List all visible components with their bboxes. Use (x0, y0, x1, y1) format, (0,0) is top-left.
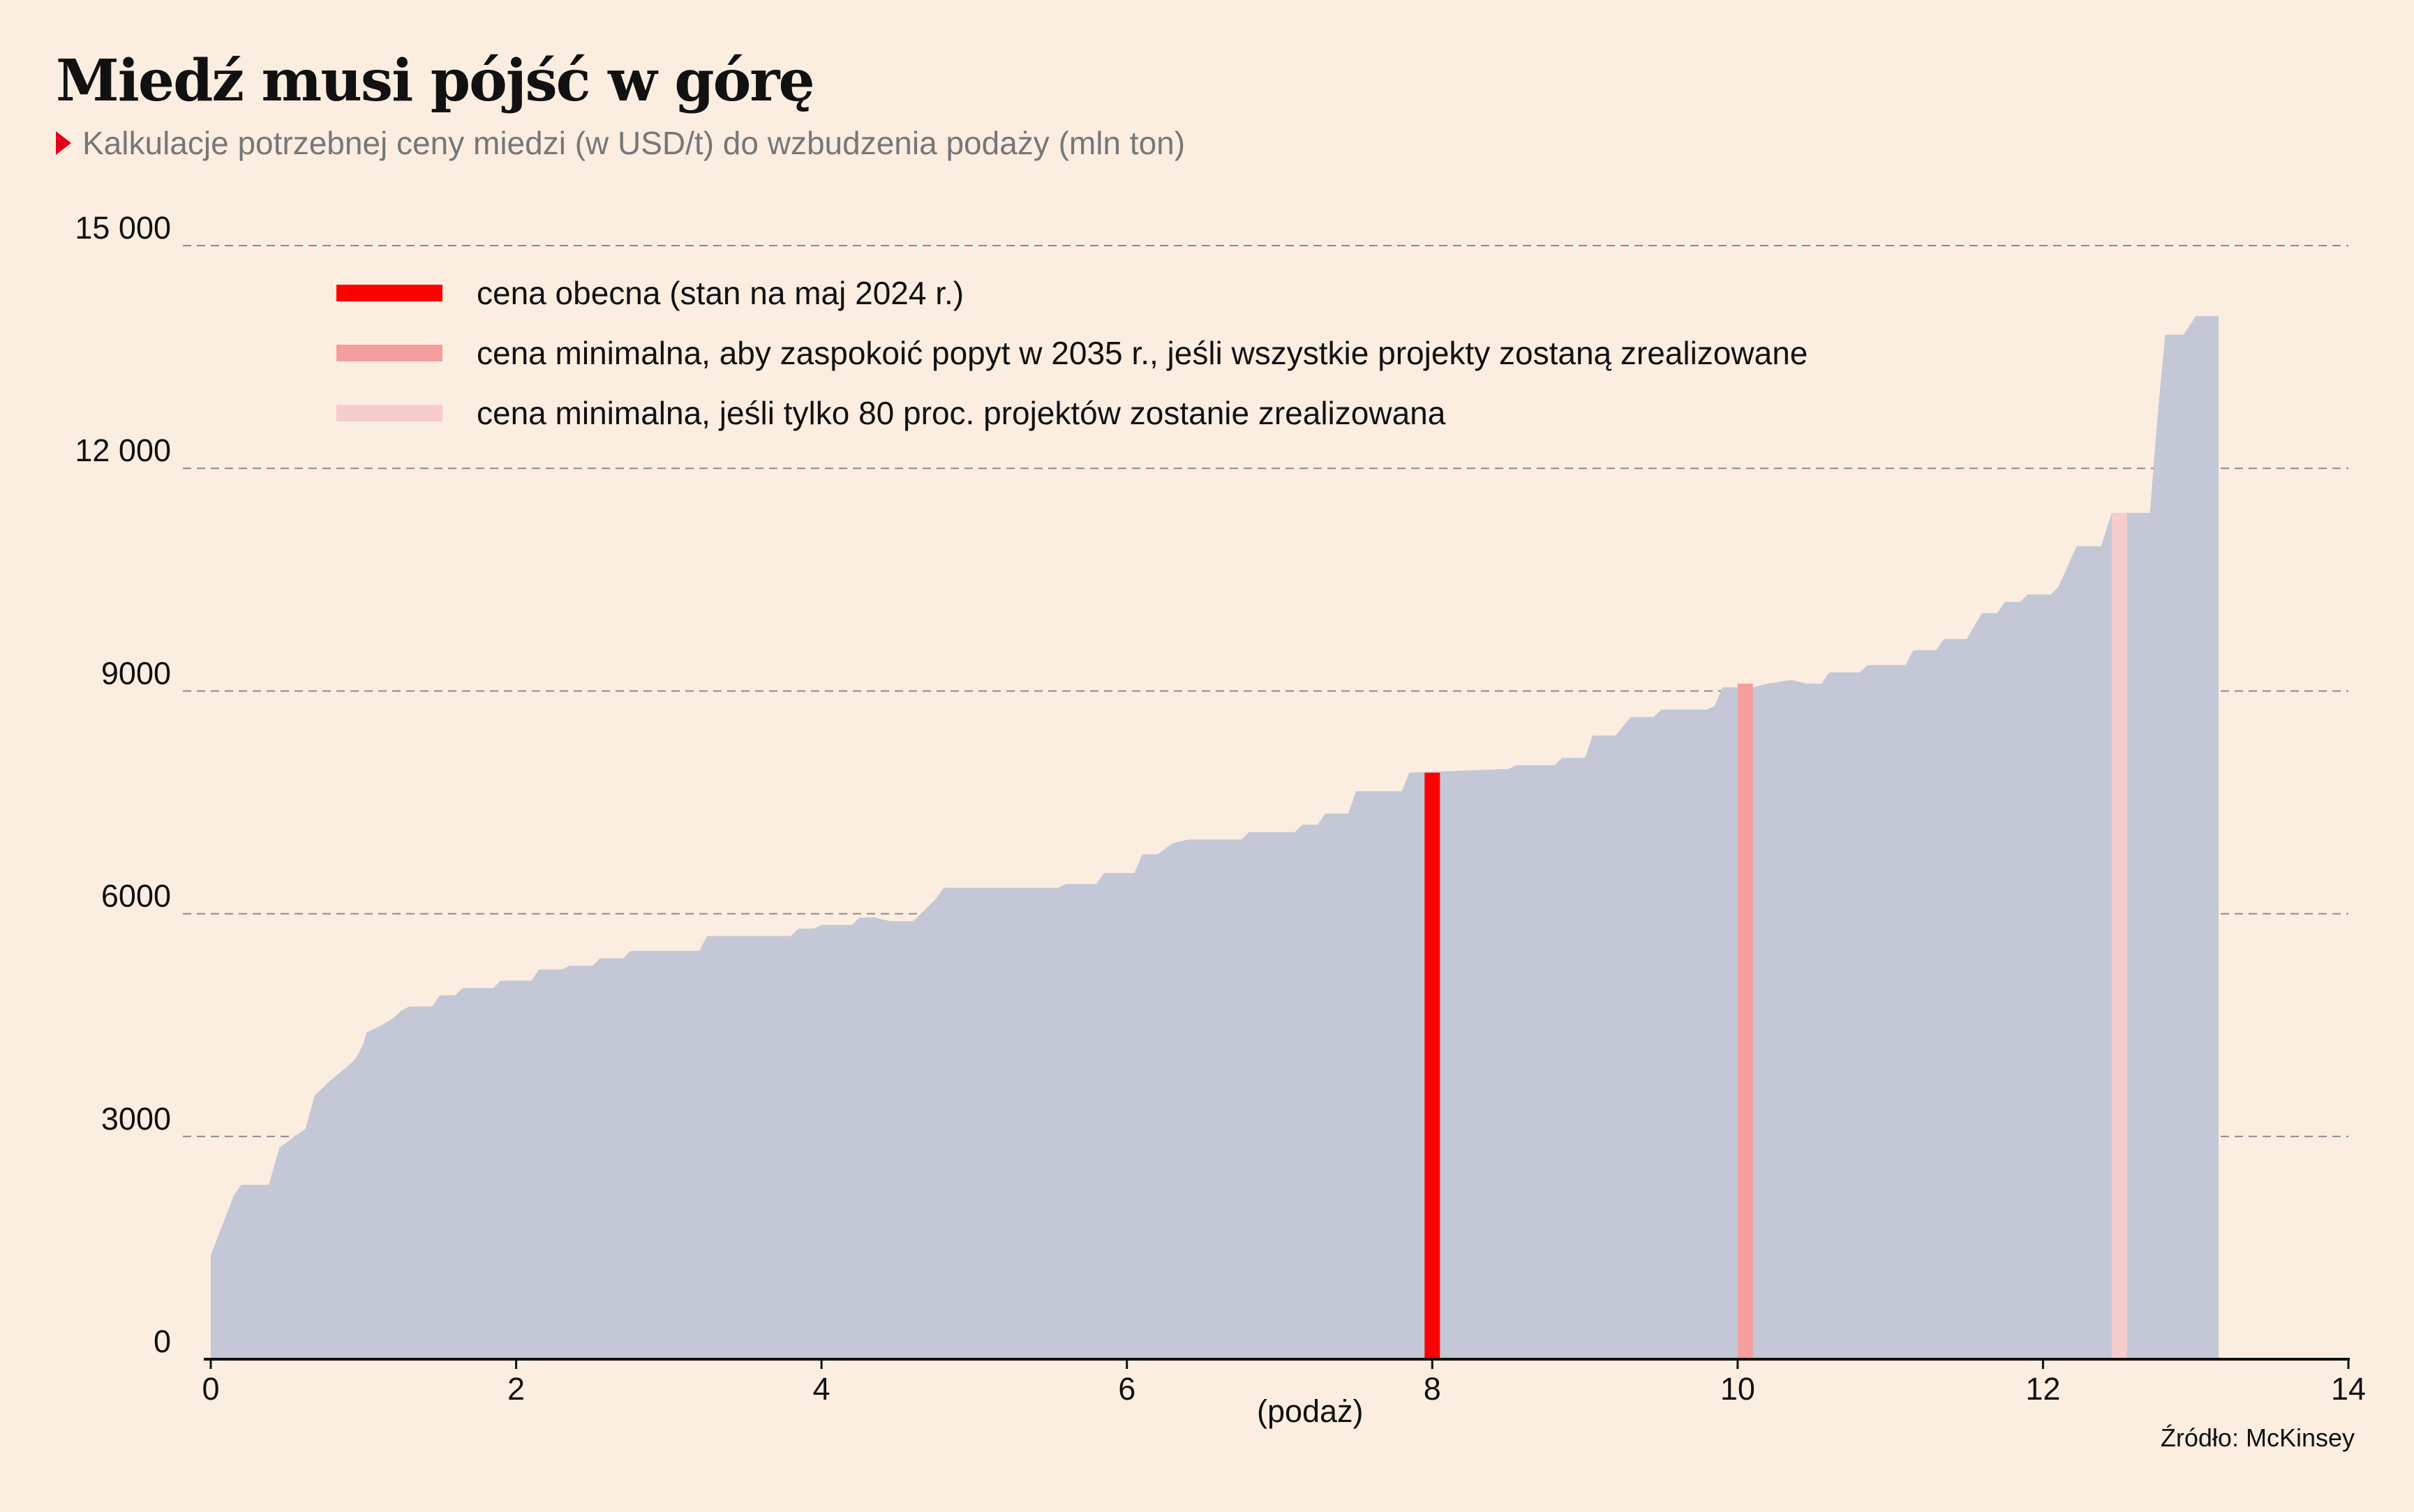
min-price-80-percent-bar (2111, 513, 2127, 1359)
x-tick-label: 4 (813, 1371, 830, 1407)
y-tick-label: 12 000 (75, 433, 171, 468)
supply-area (211, 316, 2219, 1360)
min-price-all-projects-bar (1737, 683, 1753, 1359)
legend-swatch (336, 345, 442, 361)
chart-subtitle: Kalkulacje potrzebnej ceny miedzi (w USD… (56, 124, 1185, 162)
y-tick-label: 0 (154, 1324, 171, 1359)
x-tick-label: 0 (202, 1371, 219, 1407)
x-axis-label: (podaż) (1257, 1393, 1364, 1429)
subtitle-triangle-icon (56, 131, 71, 155)
current-price-bar (1424, 772, 1440, 1359)
x-tick-label: 8 (1424, 1371, 1441, 1407)
x-tick-label: 6 (1118, 1371, 1135, 1407)
supply-area-shape (211, 316, 2219, 1360)
y-tick-label: 15 000 (75, 210, 171, 246)
source-note: Źródło: McKinsey (2160, 1423, 2355, 1452)
legend-label: cena minimalna, aby zaspokoić popyt w 20… (477, 335, 1808, 371)
x-tick-label: 12 (2025, 1371, 2060, 1407)
y-tick-label: 9000 (101, 655, 171, 691)
x-tick-label: 10 (1720, 1371, 1755, 1407)
legend-label: cena obecna (stan na maj 2024 r.) (477, 275, 964, 311)
legend-swatch (336, 285, 442, 301)
legend: cena obecna (stan na maj 2024 r.) cena mi… (336, 275, 1808, 431)
y-tick-label: 6000 (101, 878, 171, 914)
x-axis: 0 2 4 6 8 10 12 14 (podaż) (202, 1358, 2366, 1429)
x-tick-label: 14 (2331, 1371, 2366, 1407)
x-tick-label: 2 (507, 1371, 525, 1407)
legend-label: cena minimalna, jeśli tylko 80 proc. pro… (477, 395, 1446, 431)
price-markers (1424, 513, 2127, 1359)
chart-title: Miedź musi pójść w górę (56, 47, 815, 114)
legend-swatch (336, 405, 442, 421)
y-tick-label: 3000 (101, 1101, 171, 1137)
subtitle-text: Kalkulacje potrzebnej ceny miedzi (w USD… (82, 125, 1186, 161)
